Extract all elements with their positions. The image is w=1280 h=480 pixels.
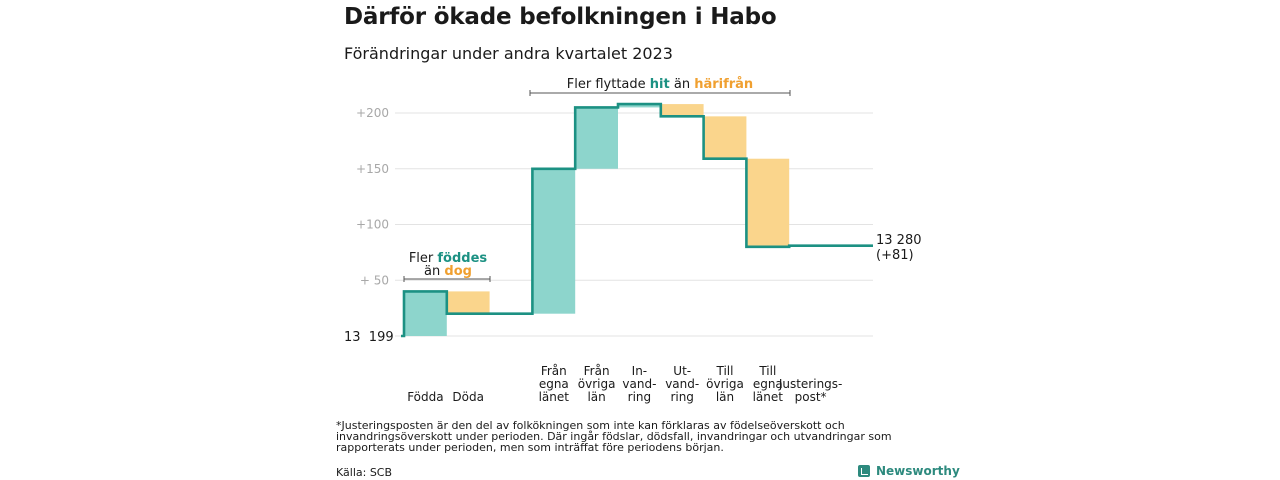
category-label: Från bbox=[541, 364, 567, 378]
category-label: egna bbox=[753, 377, 783, 391]
footnote: *Justeringsposten är den del av folkökni… bbox=[336, 419, 892, 454]
end-change-label: (+81) bbox=[876, 248, 914, 263]
deaths-prefix: än bbox=[424, 264, 444, 279]
end-value-label: 13 280 bbox=[876, 233, 922, 248]
births-annotation: Fler föddes än dog bbox=[403, 251, 491, 282]
category-label: Från bbox=[584, 364, 610, 378]
category-label: länet bbox=[539, 390, 570, 404]
waterfall-bar bbox=[703, 116, 747, 159]
source-label: Källa: SCB bbox=[336, 466, 393, 479]
category-label: Till bbox=[716, 364, 734, 378]
waterfall-bar bbox=[618, 104, 661, 108]
births-prefix: Fler bbox=[409, 251, 438, 266]
category-label: Till bbox=[758, 364, 776, 378]
chart-subtitle: Förändringar under andra kvartalet 2023 bbox=[344, 44, 673, 63]
cumulative-step-line bbox=[401, 102, 873, 338]
category-label: län bbox=[587, 390, 605, 404]
waterfall-bar bbox=[446, 291, 490, 314]
category-label: övriga bbox=[706, 377, 744, 391]
category-label: vand- bbox=[622, 377, 656, 391]
category-label: ring bbox=[628, 390, 652, 404]
chart-title: Därför ökade befolkningen i Habo bbox=[344, 4, 777, 30]
label-layer: Födda DödaFrånegnalänetFrånövrigalänIn-va… bbox=[407, 364, 842, 404]
category-label: övriga bbox=[578, 377, 616, 391]
brand-name: Newsworthy bbox=[876, 464, 960, 478]
waterfall-bar bbox=[404, 291, 447, 336]
births-highlight: föddes bbox=[437, 251, 487, 266]
category-label: länet bbox=[753, 390, 784, 404]
start-value-label: 13 199 bbox=[344, 330, 394, 345]
y-tick-label: +200 bbox=[356, 106, 389, 120]
y-tick-label: + 50 bbox=[360, 273, 389, 287]
step-line-layer bbox=[401, 102, 873, 338]
y-tick-label: +100 bbox=[356, 218, 389, 232]
category-label: post* bbox=[795, 390, 827, 404]
waterfall-bar bbox=[660, 104, 704, 117]
migration-middle: än bbox=[670, 77, 694, 92]
category-label: vand- bbox=[665, 377, 699, 391]
svg-text:Fler föddes: Fler föddes bbox=[409, 251, 488, 266]
category-label: In- bbox=[632, 364, 647, 378]
grid-layer: + 50 +100 +150 +200 bbox=[356, 106, 873, 337]
svg-text:än dog: än dog bbox=[424, 264, 472, 279]
migration-highlight-harifran: härifrån bbox=[694, 77, 753, 92]
waterfall-bar bbox=[575, 107, 618, 169]
category-label: Födda bbox=[407, 390, 443, 404]
waterfall-bar bbox=[532, 168, 576, 314]
migration-annotation: Fler flyttade hit än härifrån bbox=[529, 77, 791, 96]
brand-logo: Newsworthy bbox=[858, 464, 960, 478]
category-label: Döda bbox=[452, 390, 484, 404]
category-label: Ut- bbox=[673, 364, 691, 378]
category-label: egna bbox=[539, 377, 569, 391]
migration-highlight-hit: hit bbox=[650, 77, 670, 92]
migration-prefix: Fler flyttade bbox=[567, 77, 650, 92]
y-tick-label: +150 bbox=[356, 162, 389, 176]
category-label: län bbox=[716, 390, 734, 404]
newsworthy-logo-icon bbox=[858, 465, 870, 477]
waterfall-bar bbox=[746, 158, 790, 247]
deaths-highlight: dog bbox=[444, 264, 472, 279]
svg-text:Fler flyttade hit än härifrån: Fler flyttade hit än härifrån bbox=[567, 77, 753, 92]
category-label: ring bbox=[670, 390, 694, 404]
category-label: Justerings- bbox=[778, 377, 843, 391]
bar-layer bbox=[404, 104, 790, 336]
